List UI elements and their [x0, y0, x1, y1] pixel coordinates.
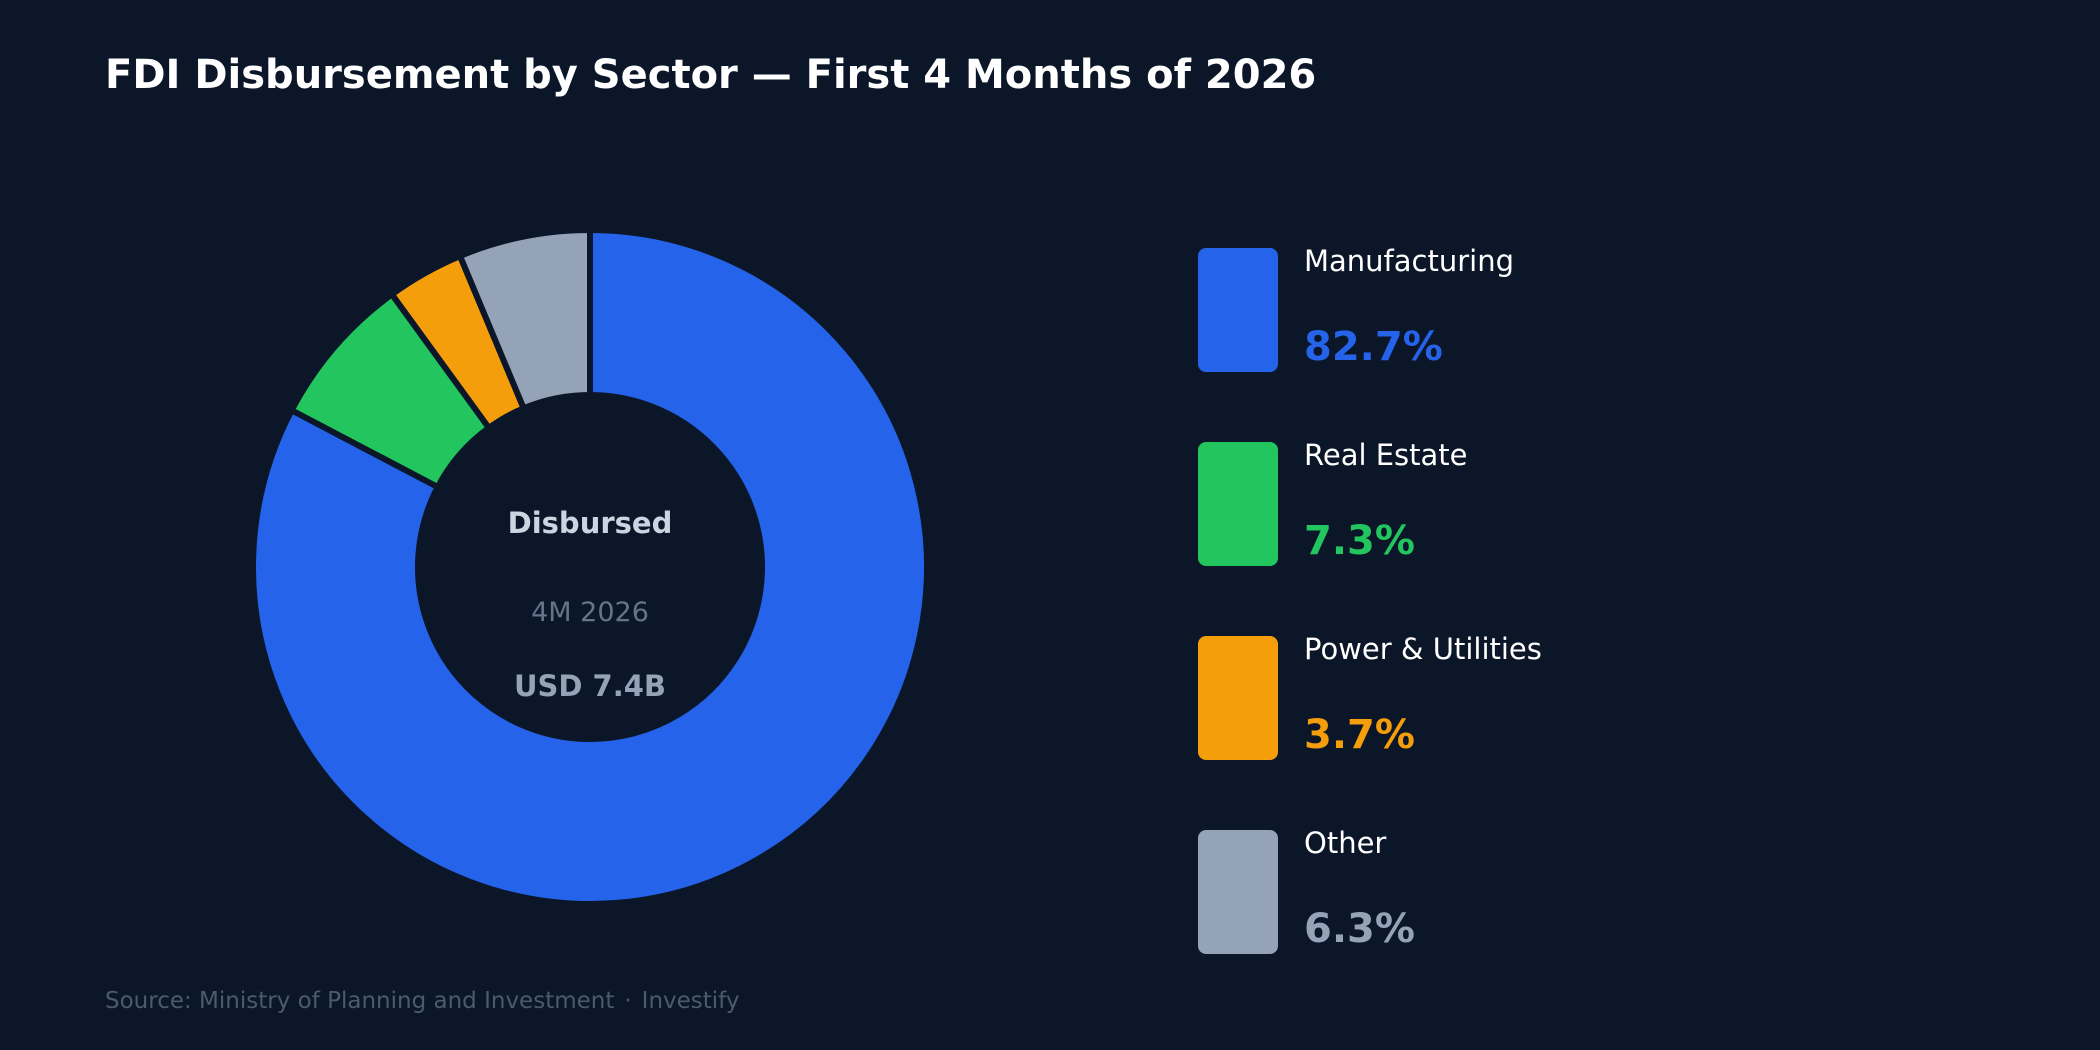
legend-item-power-utilities: Power & Utilities 3.7% — [1198, 632, 1898, 760]
legend-item-manufacturing: Manufacturing 82.7% — [1198, 244, 1898, 372]
legend-value: 7.3% — [1304, 518, 1415, 564]
source-text: Source: Ministry of Planning and Investm… — [105, 988, 615, 1014]
legend-item-other: Other 6.3% — [1198, 826, 1898, 954]
legend-value: 82.7% — [1304, 324, 1443, 370]
legend-value: 3.7% — [1304, 712, 1415, 758]
legend-swatch — [1198, 830, 1278, 954]
donut-center-heading: Disbursed — [508, 506, 673, 540]
chart-title: FDI Disbursement by Sector — First 4 Mon… — [105, 52, 1317, 98]
donut-center-total: USD 7.4B — [514, 669, 666, 703]
donut-center-period: 4M 2026 — [531, 597, 649, 628]
donut-slice-manufacturing — [250, 226, 930, 907]
brand-name: Investify — [641, 988, 740, 1014]
legend-label: Real Estate — [1304, 438, 1468, 472]
legend-label: Power & Utilities — [1304, 632, 1542, 666]
legend-swatch — [1198, 636, 1278, 760]
legend: Manufacturing 82.7% Real Estate 7.3% Pow… — [1198, 244, 1898, 1024]
donut-slices — [250, 226, 930, 907]
legend-label: Manufacturing — [1304, 244, 1514, 278]
legend-label: Other — [1304, 826, 1387, 860]
legend-item-real-estate: Real Estate 7.3% — [1198, 438, 1898, 566]
source-footer: Source: Ministry of Planning and Investm… — [105, 988, 740, 1014]
donut-slice-other — [456, 226, 593, 413]
legend-swatch — [1198, 248, 1278, 372]
legend-value: 6.3% — [1304, 906, 1415, 952]
footer-separator: · — [624, 988, 632, 1014]
legend-swatch — [1198, 442, 1278, 566]
